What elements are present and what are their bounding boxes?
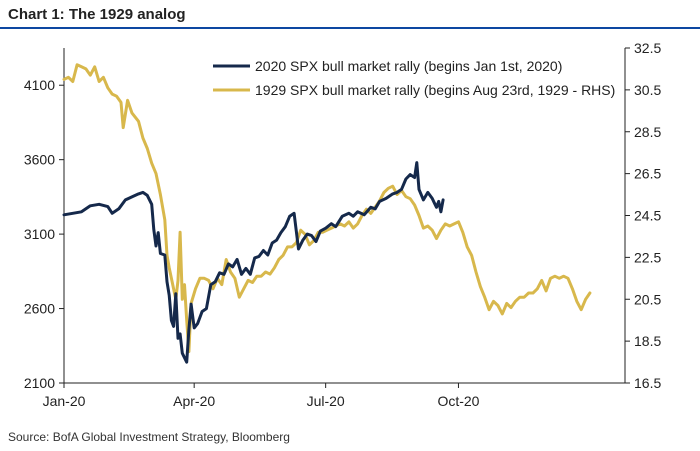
source-note: Source: BofA Global Investment Strategy,… <box>8 430 290 444</box>
series-line-2020 <box>62 161 445 364</box>
line-chart: 2100 2600 3100 3600 4100 16.5 18.5 20.5 22.5 24.5… <box>24 40 662 409</box>
x-tick-label: Jul-20 <box>307 393 345 409</box>
y-right-tick-label: 22.5 <box>634 249 661 265</box>
series-line-1929 <box>62 63 592 354</box>
y-right-tick-label: 32.5 <box>634 40 661 56</box>
y-right-tick-label: 28.5 <box>634 124 661 140</box>
x-tick-label: Jan-20 <box>43 393 86 409</box>
legend-label-2020: 2020 SPX bull market rally (begins Jan 1… <box>255 58 562 74</box>
title-rule <box>0 27 700 29</box>
x-tick-label: Apr-20 <box>173 393 215 409</box>
y-right-tick-label: 26.5 <box>634 166 661 182</box>
y-left-tick-label: 2600 <box>24 301 55 317</box>
y-right-tick-label: 20.5 <box>634 291 661 307</box>
y-right-tick-label: 24.5 <box>634 208 661 224</box>
y-right-tick-label: 16.5 <box>634 375 661 391</box>
y-left-tick-label: 3600 <box>24 152 55 168</box>
y-right-tick-label: 18.5 <box>634 333 661 349</box>
y-left-tick-label: 3100 <box>24 226 55 242</box>
y-right-tick-label: 30.5 <box>634 82 661 98</box>
y-left-tick-label: 4100 <box>24 77 55 93</box>
legend: 2020 SPX bull market rally (begins Jan 1… <box>213 58 615 98</box>
chart-title: Chart 1: The 1929 analog <box>8 6 186 23</box>
legend-label-1929: 1929 SPX bull market rally (begins Aug 2… <box>255 82 615 98</box>
y-left-tick-label: 2100 <box>24 375 55 391</box>
axes: 2100 2600 3100 3600 4100 16.5 18.5 20.5 22.5 24.5… <box>24 40 662 409</box>
series-lines <box>62 63 592 364</box>
x-tick-label: Oct-20 <box>437 393 479 409</box>
